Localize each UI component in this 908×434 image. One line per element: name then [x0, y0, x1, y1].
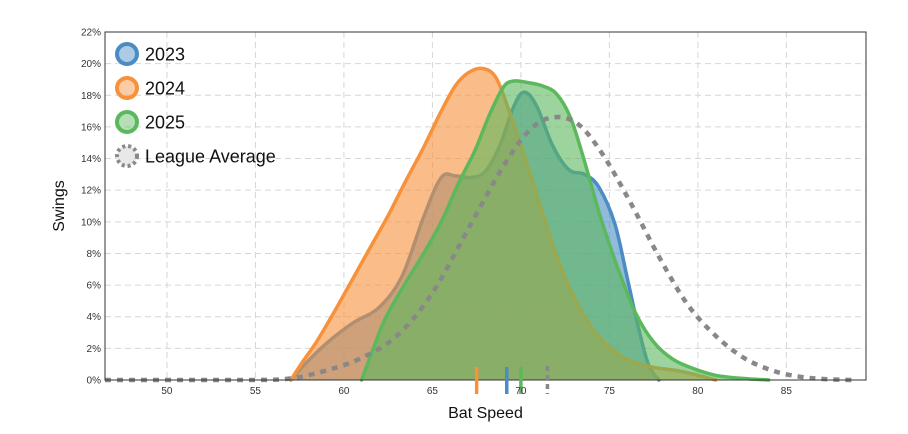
- x-tick-label: 70: [515, 386, 527, 397]
- y-tick-label: 2%: [87, 344, 102, 355]
- y-tick-label: 10%: [81, 217, 101, 228]
- area-layer: [289, 66, 771, 382]
- series-area-2025: [361, 80, 769, 380]
- legend-swatch-league-average: [115, 144, 139, 168]
- legend-swatch-2023: [115, 42, 139, 66]
- x-tick-label: 80: [692, 386, 704, 397]
- x-tick-label: 55: [250, 386, 262, 397]
- x-tick-label: 85: [781, 386, 793, 397]
- y-tick-label: 4%: [87, 312, 102, 323]
- legend-label-2025: 2025: [145, 113, 185, 133]
- x-axis-title: Bat Speed: [448, 405, 523, 422]
- league-average-layer: [104, 114, 854, 383]
- series-line-2025: [359, 79, 771, 382]
- mean-marker-layer: [474, 366, 550, 394]
- x-tick-label: 65: [427, 386, 439, 397]
- legend-swatch-2025: [115, 110, 139, 134]
- legend-label-2024: 2024: [145, 79, 185, 99]
- x-tick-label: 60: [338, 386, 350, 397]
- league-average-line: [104, 114, 854, 383]
- tick-label-layer: 50 55 60 65 70 75 80 85 0% 2% 4% 6% 8% 10% 12% 14% 16% 18…: [81, 28, 792, 398]
- legend-item-2023[interactable]: 2023: [115, 42, 185, 66]
- legend-item-league-average[interactable]: League Average: [115, 144, 276, 168]
- y-tick-label: 22%: [81, 28, 101, 39]
- y-tick-label: 12%: [81, 186, 101, 197]
- legend-swatch-2024: [115, 76, 139, 100]
- legend-label-2023: 2023: [145, 45, 185, 65]
- x-tick-label: 50: [161, 386, 173, 397]
- y-tick-label: 14%: [81, 154, 101, 165]
- legend-item-2024[interactable]: 2024: [115, 76, 185, 100]
- y-tick-label: 20%: [81, 59, 101, 70]
- plot-border: [104, 31, 867, 381]
- y-axis-title: Swings: [51, 180, 68, 232]
- y-tick-label: 8%: [87, 249, 102, 260]
- x-tick-label: 75: [604, 386, 616, 397]
- legend: 2023 2024 2025 League Average: [115, 42, 276, 168]
- y-tick-label: 18%: [81, 91, 101, 102]
- legend-label-league-average: League Average: [145, 147, 276, 167]
- legend-item-2025[interactable]: 2025: [115, 110, 185, 134]
- y-tick-label: 6%: [87, 281, 102, 292]
- y-tick-label: 16%: [81, 122, 101, 133]
- y-tick-label: 0%: [87, 376, 102, 387]
